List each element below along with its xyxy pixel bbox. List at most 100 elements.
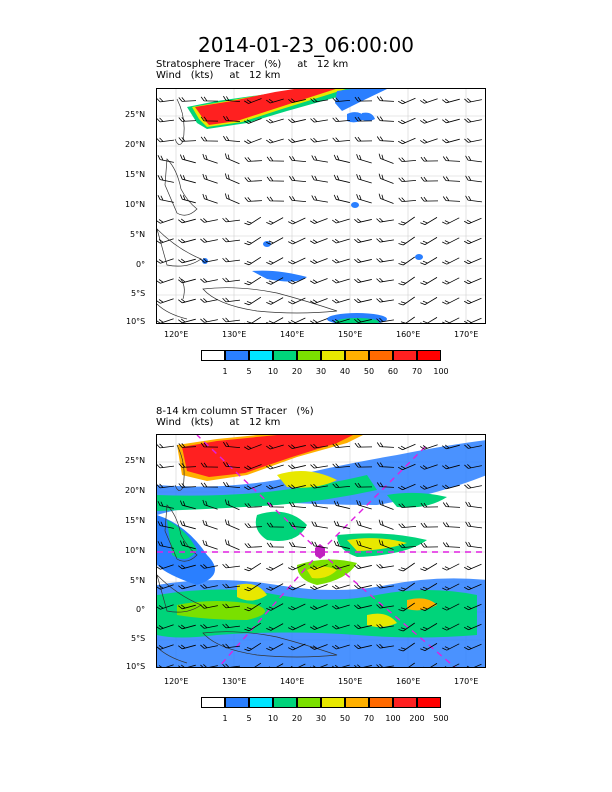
- colorbar-label: 5: [246, 714, 252, 723]
- wind-barb: [420, 643, 438, 651]
- wind-barb: [224, 193, 240, 205]
- colorbar-label: 100: [385, 714, 401, 723]
- colorbar-label: 30: [315, 367, 327, 376]
- wind-barb: [442, 464, 460, 470]
- wind-barb: [288, 317, 306, 323]
- wind-barb: [420, 583, 438, 591]
- wind-barb: [354, 278, 372, 283]
- wind-barb: [464, 444, 482, 449]
- wind-barb: [464, 643, 482, 651]
- wind-barb: [200, 604, 218, 609]
- wind-barb: [311, 521, 328, 529]
- wind-barb: [157, 443, 174, 449]
- wind-barb: [310, 564, 328, 570]
- p1-lat-5n: 5°N: [130, 230, 146, 239]
- wind-barb: [420, 196, 439, 202]
- wind-barb: [310, 318, 328, 323]
- wind-barb: [289, 175, 307, 183]
- wind-barb: [332, 137, 351, 143]
- wind-barb: [398, 463, 416, 471]
- wind-barb: [289, 521, 307, 529]
- wind-barb: [223, 481, 241, 489]
- wind-barb: [376, 96, 395, 102]
- wind-barb: [222, 643, 240, 649]
- wind-barb: [288, 98, 306, 103]
- p1-lat-0: 0°: [136, 260, 146, 269]
- wind-barb: [442, 444, 460, 450]
- wind-barb: [200, 278, 218, 283]
- wind-barb: [442, 118, 460, 124]
- panel2-wind-barbs: [157, 441, 482, 667]
- p2-lon-170e: 170°E: [454, 677, 479, 686]
- wind-barb: [311, 501, 328, 509]
- wind-barb: [244, 602, 262, 612]
- wind-barb: [464, 237, 482, 245]
- wind-barb: [332, 604, 350, 610]
- wind-barb: [398, 523, 417, 529]
- colorbar-swatch: [321, 697, 345, 708]
- colorbar-swatch: [393, 350, 417, 361]
- p2-lat-10n: 10°N: [125, 546, 146, 555]
- wind-barb: [178, 644, 196, 650]
- wind-barb: [178, 298, 196, 304]
- wind-barb: [223, 95, 241, 103]
- wind-barb: [178, 584, 196, 590]
- wind-barb: [420, 603, 438, 611]
- wind-barb: [420, 176, 439, 182]
- wind-barb: [200, 116, 219, 122]
- wind-barb: [332, 258, 350, 264]
- wind-barb: [223, 461, 241, 469]
- colorbar-swatch: [345, 350, 369, 361]
- wind-barb: [464, 257, 482, 265]
- wind-barb: [157, 564, 174, 570]
- wind-barb: [442, 583, 460, 591]
- wind-barb: [398, 622, 415, 632]
- colorbar-label: 30: [315, 714, 327, 723]
- panel1-label-line1: Stratosphere Tracer (%) at 12 km: [156, 59, 349, 70]
- wind-barb: [420, 623, 438, 631]
- wind-barb: [442, 196, 461, 202]
- wind-barb: [464, 297, 482, 305]
- wind-barb: [332, 117, 351, 123]
- wind-barb: [178, 318, 196, 323]
- wind-barb: [202, 519, 218, 530]
- wind-barb: [288, 138, 306, 143]
- wind-barb: [398, 236, 415, 246]
- wind-barb: [157, 540, 174, 549]
- p2-lat-10s: 10°S: [126, 662, 146, 671]
- colorbar-label: 70: [411, 367, 423, 376]
- wind-barb: [266, 643, 284, 651]
- wind-barb: [222, 563, 240, 569]
- wind-barb: [223, 135, 241, 143]
- wind-barb: [200, 442, 219, 448]
- p2-lat-5s: 5°S: [131, 634, 146, 643]
- wind-barb: [310, 278, 328, 284]
- wind-barb: [332, 463, 351, 469]
- wind-barb: [310, 137, 328, 143]
- panel2-label-line2: Wind (kts) at 12 km: [156, 417, 281, 428]
- panel2-map: [156, 434, 486, 668]
- wind-barb: [178, 604, 196, 610]
- wind-barb: [266, 277, 284, 285]
- wind-barb: [222, 277, 240, 283]
- wind-barb: [420, 277, 438, 285]
- wind-barb: [311, 175, 328, 183]
- wind-barb: [398, 157, 417, 163]
- p1-lon-120e: 120°E: [164, 330, 189, 339]
- wind-barb: [465, 195, 482, 203]
- colorbar-label: 60: [387, 367, 399, 376]
- colorbar-label: 500: [433, 714, 449, 723]
- wind-barb: [332, 564, 350, 570]
- wind-barb: [180, 194, 196, 204]
- wind-barb: [200, 462, 219, 468]
- p2-lon-120e: 120°E: [164, 677, 189, 686]
- wind-barb: [311, 541, 328, 549]
- p2-lat-5n: 5°N: [130, 576, 146, 585]
- wind-barb: [224, 539, 240, 551]
- wind-barb: [288, 217, 306, 225]
- p1-lat-25n: 25°N: [125, 110, 146, 119]
- wind-barb: [354, 258, 372, 263]
- wind-barb: [244, 484, 262, 490]
- colorbar-label: 20: [291, 714, 303, 723]
- wind-barb: [266, 464, 284, 470]
